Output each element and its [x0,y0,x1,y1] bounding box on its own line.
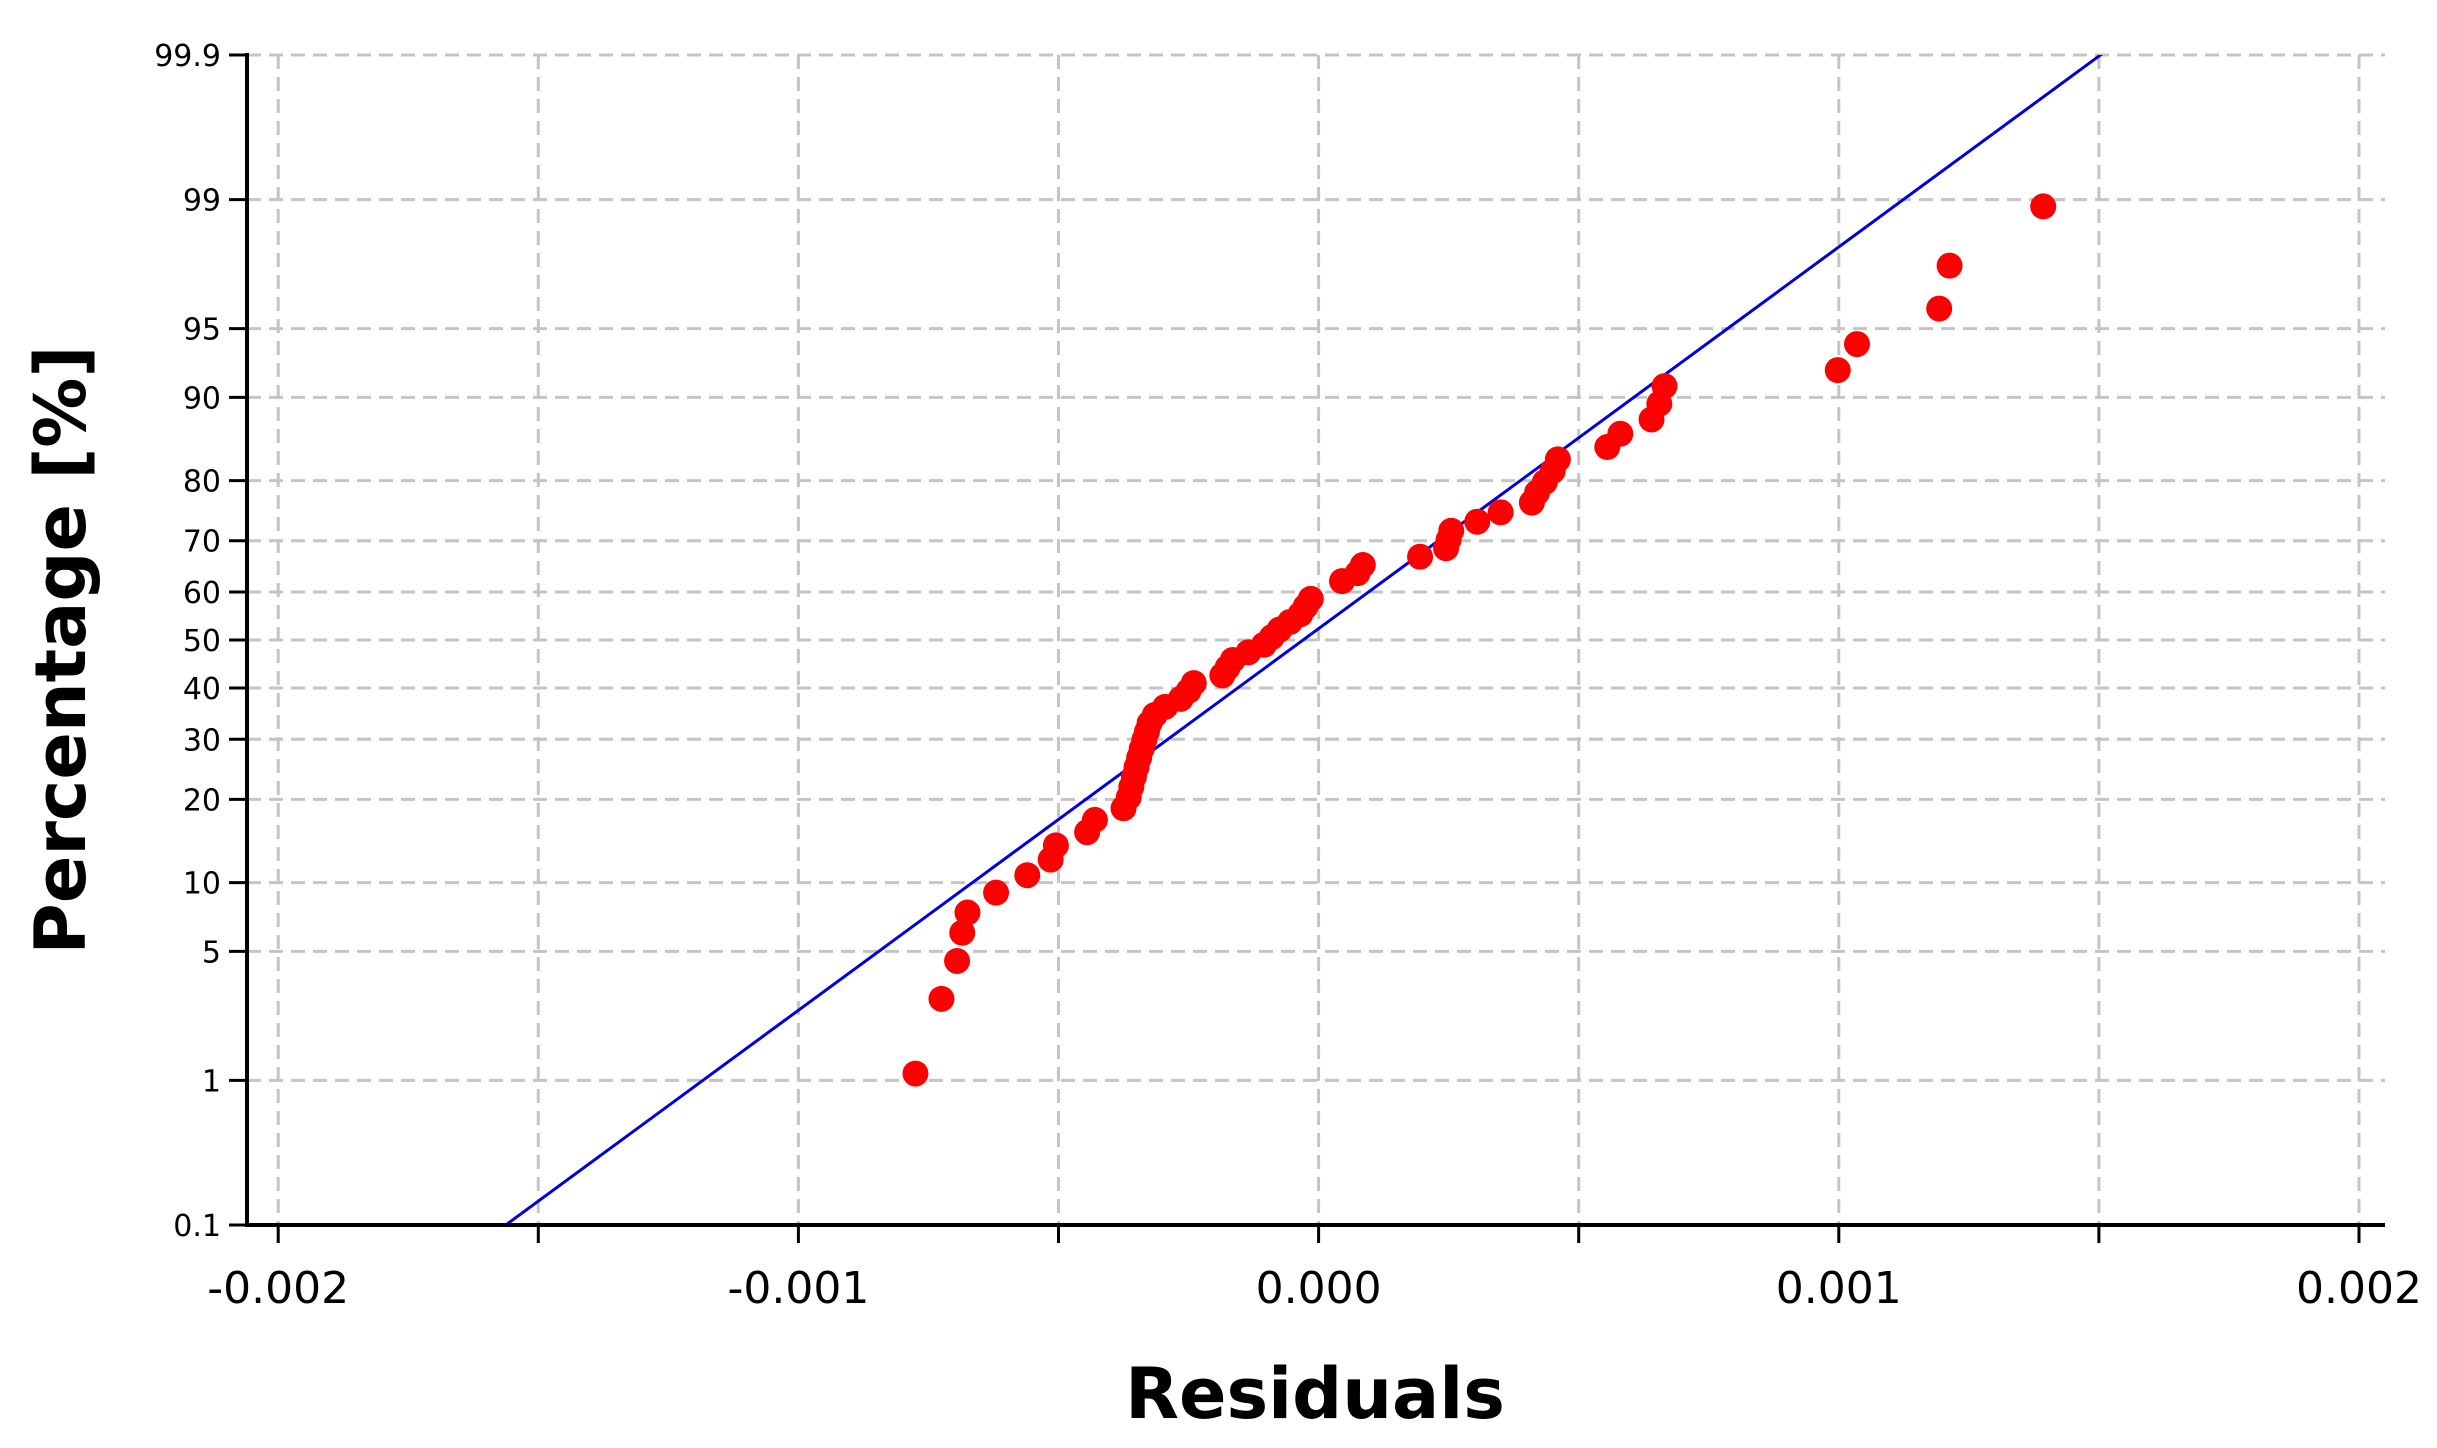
y-tick-label: 80 [183,465,221,500]
x-tick-labels: -0.002 -0.001 0.000 0.001 0.002 [207,1263,2422,1314]
residual-point [1081,806,1108,833]
x-axis-label: Residuals [1125,1353,1505,1435]
y-tick-labels: 0.1 1 5 10 20 30 40 50 60 70 80 90 95 99 99.9 [154,39,221,1244]
y-tick-label: 1 [202,1064,221,1099]
y-tick-label: 95 [183,313,221,348]
y-tick-label: 99.9 [154,39,221,74]
y-tick-label: 5 [202,935,221,970]
residual-point [983,879,1010,906]
residual-point [2030,193,2057,220]
axes [229,53,2385,1243]
residual-point [1844,331,1871,358]
y-tick-label: 50 [183,624,221,659]
y-tick-label: 30 [183,723,221,758]
residual-point [1349,552,1376,579]
normal-fit-line [504,55,2103,1225]
residual-points [902,193,2057,1087]
normal-fit-line-group [504,55,2103,1225]
y-tick-label: 0.1 [173,1209,221,1244]
horizontal-gridlines [247,53,2385,1082]
y-tick-label: 20 [183,783,221,818]
residual-point [1407,543,1434,570]
y-axis-label: Percentage [%] [20,346,102,955]
residual-point [1824,357,1851,384]
residual-point [944,947,971,974]
x-tick-label: -0.001 [727,1263,869,1314]
x-tick-label: 0.002 [2296,1263,2422,1314]
residual-point [928,985,955,1012]
y-tick-label: 90 [183,381,221,416]
residual-point [1651,373,1678,400]
residual-point [1042,832,1069,859]
x-tick-label: 0.001 [1776,1263,1902,1314]
y-tick-label: 40 [183,672,221,707]
residual-point [1297,585,1324,612]
x-tick-label: 0.000 [1256,1263,1382,1314]
residual-point [1438,517,1465,544]
residual-point [1607,420,1634,447]
residual-point [1180,670,1207,697]
residual-point [954,899,981,926]
residual-point [1464,508,1491,535]
x-tick-label: -0.002 [207,1263,349,1314]
y-tick-label: 60 [183,576,221,611]
residual-point [1014,862,1041,889]
residual-point [902,1060,929,1087]
y-tick-label: 10 [183,867,221,902]
residual-point [1936,252,1963,279]
residual-point [949,919,976,946]
y-tick-label: 70 [183,525,221,560]
y-tick-label: 99 [183,184,221,219]
residual-point [1926,295,1953,322]
residual-point [1487,499,1514,526]
residual-point [1544,446,1571,473]
